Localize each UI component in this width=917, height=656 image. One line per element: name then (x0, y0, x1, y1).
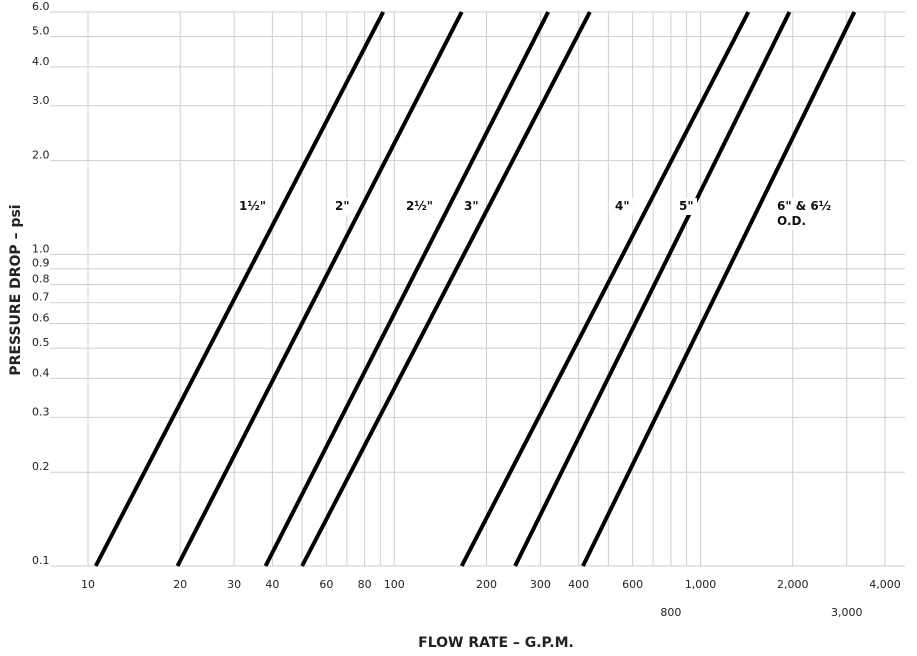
series-line (581, 11, 857, 567)
x-tick-label: 60 (319, 578, 333, 591)
x-tick-label: 100 (384, 578, 405, 591)
series-line (263, 11, 550, 567)
x-tick-label: 80 (358, 578, 372, 591)
x-tick-label: 20 (173, 578, 187, 591)
series-label: 6" & 6½ O.D. (774, 198, 842, 230)
x-tick-label: 3,000 (831, 606, 863, 619)
series-line (459, 11, 751, 567)
y-tick-label: 0.2 (32, 460, 50, 473)
series-line (300, 11, 592, 567)
x-tick-label: 200 (476, 578, 497, 591)
y-tick-label: 2.0 (32, 149, 50, 162)
series-label: 1½" (236, 198, 270, 215)
y-tick-label: 0.1 (32, 554, 50, 567)
x-tick-label: 600 (622, 578, 643, 591)
series-label: 3" (461, 198, 482, 215)
y-tick-label: 0.7 (32, 291, 50, 304)
x-tick-label: 40 (265, 578, 279, 591)
series-line (513, 11, 792, 567)
series-line (175, 11, 464, 567)
x-tick-label: 10 (81, 578, 95, 591)
y-tick-label: 0.5 (32, 336, 50, 349)
y-tick-label: 0.9 (32, 257, 50, 270)
x-tick-label: 30 (227, 578, 241, 591)
y-tick-label: 6.0 (32, 0, 50, 13)
x-tick-label: 400 (568, 578, 589, 591)
x-tick-label: 800 (660, 606, 681, 619)
x-tick-label: 2,000 (777, 578, 809, 591)
y-tick-label: 0.3 (32, 405, 50, 418)
series-label: 2½" (403, 198, 437, 215)
y-tick-label: 0.6 (32, 312, 50, 325)
y-tick-label: 4.0 (32, 55, 50, 68)
y-axis-title: PRESSURE DROP – psi (8, 204, 24, 375)
series-label: 4" (612, 198, 633, 215)
y-tick-label: 0.4 (32, 366, 50, 379)
x-axis-title: FLOW RATE – G.P.M. (418, 635, 574, 651)
x-tick-label: 300 (530, 578, 551, 591)
y-tick-label: 1.0 (32, 242, 50, 255)
y-tick-label: 5.0 (32, 25, 50, 38)
y-tick-label: 3.0 (32, 94, 50, 107)
x-tick-label: 1,000 (685, 578, 717, 591)
series-line (93, 11, 385, 567)
x-tick-label: 4,000 (869, 578, 901, 591)
series-label: 5" (676, 198, 697, 215)
y-tick-label: 0.8 (32, 273, 50, 286)
series-label: 2" (332, 198, 353, 215)
